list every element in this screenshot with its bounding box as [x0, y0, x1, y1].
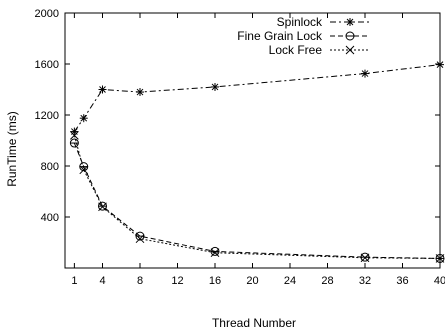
x-axis-label: Thread Number — [212, 316, 296, 330]
legend-label: Lock Free — [269, 43, 323, 57]
x-tick-label: 24 — [284, 275, 296, 287]
x-tick-label: 36 — [396, 275, 408, 287]
x-tick-label: 12 — [171, 275, 183, 287]
plot-border — [64, 12, 441, 269]
series-line — [73, 142, 441, 259]
y-tick-label: 400 — [41, 212, 59, 224]
data-point — [360, 253, 370, 263]
data-point — [98, 85, 107, 94]
data-point — [361, 69, 369, 78]
data-point — [79, 165, 89, 175]
y-tick-label: 1600 — [35, 59, 59, 71]
y-tick-label: 800 — [41, 161, 59, 173]
series-spinlock — [70, 60, 444, 136]
x-tick-label: 28 — [321, 275, 333, 287]
data-point — [210, 246, 220, 256]
data-point — [345, 45, 355, 55]
legend-label: Spinlock — [277, 15, 323, 29]
data-point — [436, 60, 444, 69]
x-tick-label: 16 — [209, 275, 221, 287]
data-point — [69, 138, 79, 148]
series-line — [73, 135, 441, 259]
x-tick-label: 40 — [434, 275, 445, 287]
x-tick-label: 20 — [246, 275, 258, 287]
data-point — [79, 114, 88, 123]
y-tick-label: 1200 — [35, 110, 59, 122]
y-tick-label: 2000 — [35, 8, 59, 20]
legend-label: Fine Grain Lock — [237, 29, 323, 43]
data-point — [70, 127, 79, 136]
data-point — [210, 248, 220, 258]
y-axis-label: RunTime (ms) — [5, 111, 19, 187]
data-point — [98, 202, 107, 212]
axis-ticks: 1 4 8 12 16 20 24 28 32 36 40 400 800 1200 1600 2000 — [35, 8, 445, 287]
series-lock-free — [70, 131, 445, 263]
series-line — [73, 64, 441, 132]
data-point — [70, 131, 79, 140]
plot-area — [64, 12, 441, 269]
series-fine-grain-lock — [69, 138, 445, 263]
x-tick-label: 4 — [99, 275, 105, 287]
data-point — [211, 82, 219, 91]
x-tick-label: 8 — [137, 275, 143, 287]
data-point — [346, 18, 354, 26]
x-tick-label: 1 — [71, 275, 77, 287]
series-layer — [69, 60, 445, 263]
data-point — [135, 234, 145, 244]
data-point — [345, 31, 355, 41]
data-point — [435, 254, 445, 263]
x-tick-label: 32 — [359, 275, 371, 287]
data-point — [136, 88, 144, 97]
